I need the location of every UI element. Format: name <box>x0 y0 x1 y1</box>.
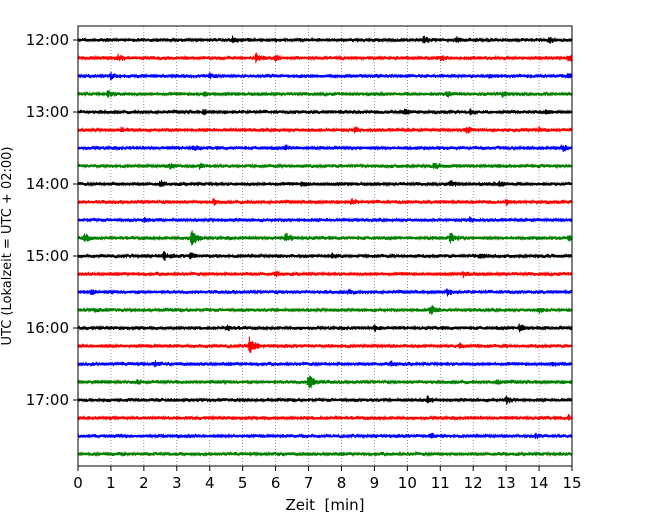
x-tick-label: 3 <box>172 474 182 492</box>
seismic-trace <box>77 144 573 152</box>
seismic-trace <box>77 126 573 134</box>
y-axis-label: UTC (Lokalzeit = UTC + 02:00) <box>0 147 15 346</box>
x-tick-label: 7 <box>304 474 314 492</box>
x-tick-label: 14 <box>530 474 549 492</box>
seismic-trace <box>77 90 573 99</box>
y-tick-label: 16:00 <box>26 319 69 337</box>
seismic-trace <box>77 35 573 44</box>
y-tick-label: 14:00 <box>26 175 69 193</box>
seismic-trace <box>77 375 573 389</box>
seismic-trace <box>77 108 573 116</box>
seismic-trace <box>77 251 573 262</box>
y-tick-label: 12:00 <box>26 31 69 49</box>
seismic-trace <box>77 52 573 64</box>
seismic-trace <box>77 288 573 297</box>
y-tick-label: 15:00 <box>26 247 69 265</box>
x-axis-ticks: 0 1 2 3 4 5 6 7 8 9 10 11 12 13 14 15 <box>73 466 582 492</box>
seismic-trace <box>77 336 573 353</box>
y-axis-ticks: 12:00 13:00 14:00 15:00 16:00 17:00 <box>26 31 78 409</box>
x-tick-label: 13 <box>497 474 516 492</box>
seismic-traces <box>77 35 573 458</box>
x-tick-label: 12 <box>464 474 483 492</box>
seismic-trace <box>77 450 573 458</box>
seismic-trace <box>77 360 573 368</box>
x-tick-label: 5 <box>238 474 248 492</box>
y-tick-label: 17:00 <box>26 391 69 409</box>
seismic-trace <box>77 179 573 188</box>
seismic-trace <box>77 304 573 315</box>
x-tick-label: 2 <box>139 474 149 492</box>
seismic-trace <box>77 230 573 246</box>
x-tick-label: 11 <box>431 474 450 492</box>
seismic-trace <box>77 323 573 333</box>
x-tick-label: 6 <box>271 474 281 492</box>
x-tick-label: 4 <box>205 474 215 492</box>
seismic-trace <box>77 413 573 422</box>
seismic-trace <box>77 216 573 224</box>
y-tick-label: 13:00 <box>26 103 69 121</box>
x-tick-label: 0 <box>73 474 83 492</box>
seismic-trace <box>77 197 573 206</box>
x-tick-label: 10 <box>398 474 417 492</box>
grid-lines <box>110 26 540 466</box>
plot-frame <box>77 25 573 467</box>
x-tick-label: 8 <box>337 474 347 492</box>
seismic-trace <box>77 270 573 279</box>
seismic-trace <box>77 432 573 440</box>
seismic-trace <box>77 162 573 170</box>
seismic-trace <box>77 71 573 80</box>
x-tick-label: 15 <box>562 474 581 492</box>
x-tick-label: 9 <box>370 474 380 492</box>
x-axis-label: Zeit [min] <box>285 496 364 514</box>
seismic-trace <box>77 395 573 405</box>
x-tick-label: 1 <box>106 474 116 492</box>
